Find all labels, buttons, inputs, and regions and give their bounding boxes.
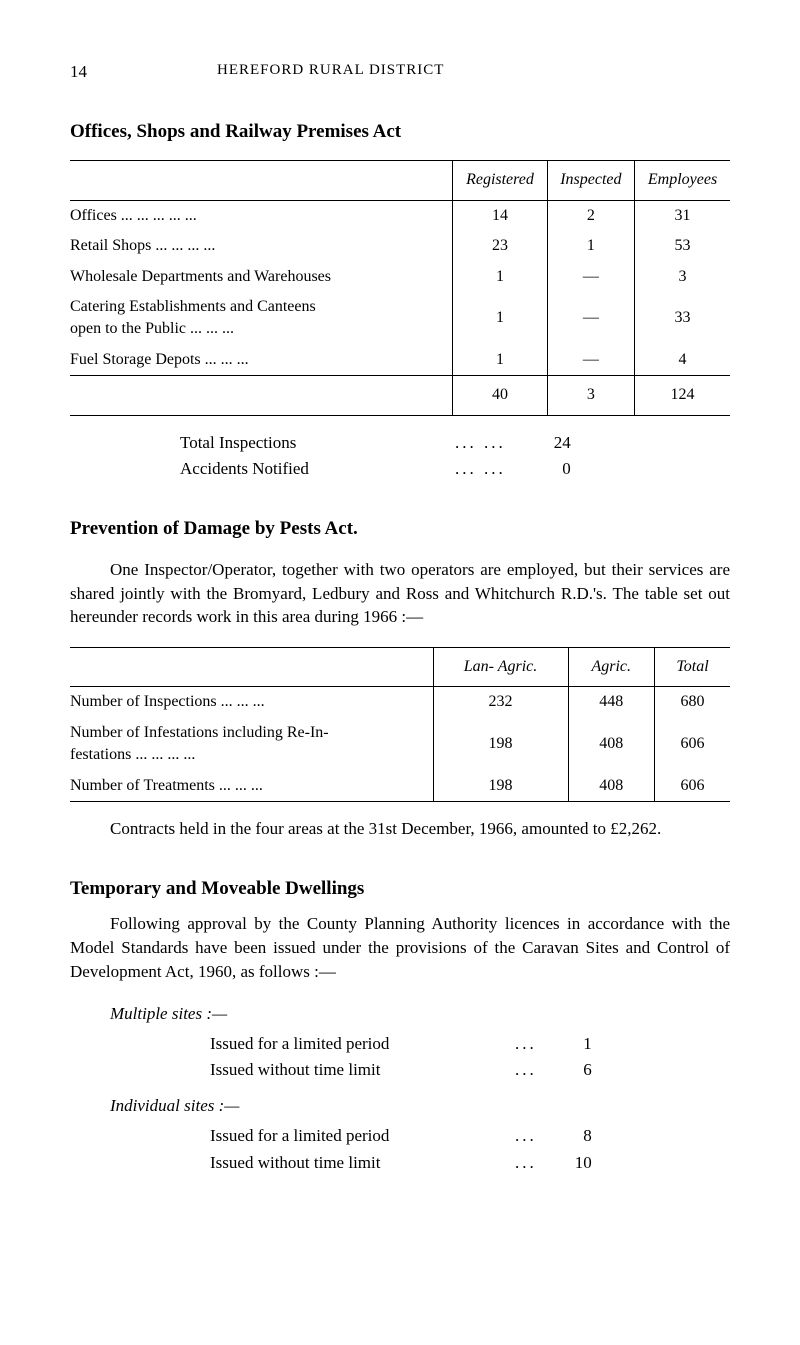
sites-row: Issued without time limit ... 10 bbox=[210, 1151, 730, 1175]
table-row: Offices ... ... ... ... ... 14 2 31 bbox=[70, 200, 730, 231]
table-cell: — bbox=[547, 345, 634, 376]
table-header: Total bbox=[655, 648, 731, 687]
table-cell: 4 bbox=[635, 345, 730, 376]
table-cell: Number of Infestations including Re-In- … bbox=[70, 718, 433, 771]
section-heading-pests: Prevention of Damage by Pests Act. bbox=[70, 516, 730, 543]
table-row: Wholesale Departments and Warehouses 1 —… bbox=[70, 262, 730, 292]
stat-row: Accidents Notified ... ... 0 bbox=[180, 457, 730, 481]
table-cell: 606 bbox=[655, 771, 731, 802]
sites-item-value: 8 bbox=[552, 1124, 592, 1148]
table-cell: 448 bbox=[568, 687, 655, 718]
table-cell: 1 bbox=[453, 345, 547, 376]
table-cell: 3 bbox=[547, 376, 634, 415]
dots-icon: ... bbox=[515, 1124, 537, 1148]
table-cell: 40 bbox=[453, 376, 547, 415]
table-row: Number of Treatments ... ... ... 198 408… bbox=[70, 771, 730, 802]
sites-item-label: Issued for a limited period bbox=[210, 1124, 500, 1148]
stat-value: 0 bbox=[521, 457, 571, 481]
dots-icon: ... bbox=[515, 1058, 537, 1082]
body-paragraph: Following approval by the County Plannin… bbox=[70, 912, 730, 983]
table-row: Number of Infestations including Re-In- … bbox=[70, 718, 730, 771]
inspection-stats: Total Inspections ... ... 24 Accidents N… bbox=[180, 431, 730, 482]
section-heading-offices: Offices, Shops and Railway Premises Act bbox=[70, 119, 730, 146]
table-header: Agric. bbox=[568, 648, 655, 687]
table-cell: 1 bbox=[453, 292, 547, 345]
sites-item-value: 1 bbox=[552, 1032, 592, 1056]
table-cell: Wholesale Departments and Warehouses bbox=[70, 262, 453, 292]
dots-icon: ... ... bbox=[455, 457, 506, 481]
table-cell: 3 bbox=[635, 262, 730, 292]
sites-item-label: Issued without time limit bbox=[210, 1151, 500, 1175]
sites-item-label: Issued for a limited period bbox=[210, 1032, 500, 1056]
table-header: Inspected bbox=[547, 161, 634, 200]
table-cell: 232 bbox=[433, 687, 568, 718]
table-cell: 680 bbox=[655, 687, 731, 718]
table-cell: — bbox=[547, 262, 634, 292]
table-cell: Catering Establishments and Canteens ope… bbox=[70, 292, 453, 345]
table-cell: 124 bbox=[635, 376, 730, 415]
table-header bbox=[70, 648, 433, 687]
table-cell bbox=[70, 376, 453, 415]
body-paragraph: Contracts held in the four areas at the … bbox=[70, 817, 730, 841]
table-cell: 2 bbox=[547, 200, 634, 231]
table-header: Registered bbox=[453, 161, 547, 200]
table-cell: 14 bbox=[453, 200, 547, 231]
table-cell: 408 bbox=[568, 771, 655, 802]
table-cell: 23 bbox=[453, 231, 547, 261]
page-header: 14 HEREFORD RURAL DISTRICT bbox=[70, 60, 730, 84]
stat-label: Accidents Notified bbox=[180, 457, 440, 481]
table-cell: 1 bbox=[547, 231, 634, 261]
table-cell: 31 bbox=[635, 200, 730, 231]
table-header: Lan- Agric. bbox=[433, 648, 568, 687]
individual-sites-label: Individual sites :— bbox=[110, 1094, 730, 1118]
table-cell: Fuel Storage Depots ... ... ... bbox=[70, 345, 453, 376]
table-cell: Number of Inspections ... ... ... bbox=[70, 687, 433, 718]
table-header: Employees bbox=[635, 161, 730, 200]
table-cell: 1 bbox=[453, 262, 547, 292]
table-cell: Offices ... ... ... ... ... bbox=[70, 200, 453, 231]
sites-row: Issued for a limited period ... 8 bbox=[210, 1124, 730, 1148]
table-cell: 606 bbox=[655, 718, 731, 771]
table-cell: Number of Treatments ... ... ... bbox=[70, 771, 433, 802]
table-row: Catering Establishments and Canteens ope… bbox=[70, 292, 730, 345]
sites-row: Issued for a limited period ... 1 bbox=[210, 1032, 730, 1056]
dots-icon: ... bbox=[515, 1151, 537, 1175]
table-cell: 198 bbox=[433, 771, 568, 802]
table-cell: — bbox=[547, 292, 634, 345]
table-cell: Retail Shops ... ... ... ... bbox=[70, 231, 453, 261]
page-number: 14 bbox=[70, 60, 87, 84]
table-row: Number of Inspections ... ... ... 232 44… bbox=[70, 687, 730, 718]
sites-item-label: Issued without time limit bbox=[210, 1058, 500, 1082]
multiple-sites-label: Multiple sites :— bbox=[110, 1002, 730, 1026]
sites-row: Issued without time limit ... 6 bbox=[210, 1058, 730, 1082]
dots-icon: ... ... bbox=[455, 431, 506, 455]
table-row: Fuel Storage Depots ... ... ... 1 — 4 bbox=[70, 345, 730, 376]
stat-row: Total Inspections ... ... 24 bbox=[180, 431, 730, 455]
stat-label: Total Inspections bbox=[180, 431, 440, 455]
sites-item-value: 10 bbox=[552, 1151, 592, 1175]
sites-item-value: 6 bbox=[552, 1058, 592, 1082]
table-cell: 33 bbox=[635, 292, 730, 345]
body-paragraph: One Inspector/Operator, together with tw… bbox=[70, 558, 730, 629]
pests-table: Lan- Agric. Agric. Total Number of Inspe… bbox=[70, 647, 730, 802]
dots-icon: ... bbox=[515, 1032, 537, 1056]
table-total-row: 40 3 124 bbox=[70, 376, 730, 415]
table-cell: 198 bbox=[433, 718, 568, 771]
table-cell: 408 bbox=[568, 718, 655, 771]
table-row: Retail Shops ... ... ... ... 23 1 53 bbox=[70, 231, 730, 261]
table-header bbox=[70, 161, 453, 200]
offices-table: Registered Inspected Employees Offices .… bbox=[70, 160, 730, 415]
section-heading-dwellings: Temporary and Moveable Dwellings bbox=[70, 876, 730, 903]
table-cell: 53 bbox=[635, 231, 730, 261]
page-title: HEREFORD RURAL DISTRICT bbox=[217, 60, 444, 84]
stat-value: 24 bbox=[521, 431, 571, 455]
